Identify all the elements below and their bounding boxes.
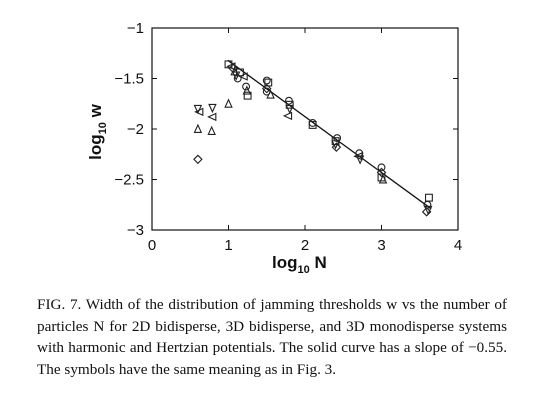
x-tick-label: 0 — [148, 237, 156, 254]
x-tick-label: 3 — [377, 237, 385, 254]
x-axis-label-variable: N — [310, 253, 327, 272]
y-tick-label: −3 — [127, 222, 144, 239]
data-point-diamond — [261, 83, 272, 94]
x-tick-label: 4 — [454, 237, 462, 254]
axis-ticks — [151, 27, 459, 231]
data-point-circle — [377, 163, 386, 172]
y-axis-label: log10 w — [86, 103, 109, 159]
data-point-triangle-up — [207, 125, 216, 135]
fit-line — [227, 59, 432, 210]
data-point-triangle-left — [282, 111, 293, 121]
data-point-circle — [233, 74, 242, 83]
data-point-square — [377, 173, 386, 182]
x-axis-label-base: log — [272, 253, 298, 272]
data-point-triangle-down — [208, 103, 217, 114]
data-point-triangle-left — [207, 112, 217, 122]
y-axis-label-variable: w — [86, 103, 105, 122]
y-tick-label: −2 — [127, 121, 144, 138]
data-point-triangle-down — [355, 155, 365, 165]
data-point-triangle-up — [242, 85, 252, 95]
data-point-diamond — [331, 142, 342, 152]
plot-frame — [151, 27, 459, 231]
tick-labels: 0 1 2 3 4 −1 −1.5 −2 −2.5 −3 — [114, 20, 462, 254]
x-tick-label: 1 — [224, 237, 232, 254]
scatter-chart: 0 1 2 3 4−1−1.5−2−2.5−3 log10 N log10 w — [86, 20, 462, 276]
data-point-square — [308, 121, 317, 129]
data-point-triangle-down — [193, 104, 203, 115]
data-point-diamond — [376, 167, 387, 178]
y-tick-label: −2.5 — [114, 172, 144, 189]
x-axis-label-subscript: 10 — [298, 264, 310, 276]
data-point-circle — [355, 149, 364, 158]
data-point-diamond — [193, 154, 203, 165]
y-tick-label: −1 — [127, 20, 144, 37]
data-point-triangle-up — [224, 98, 233, 108]
data-point-circle — [284, 96, 293, 105]
y-axis-label-base: log — [86, 134, 105, 160]
data-point-triangle-up — [193, 123, 203, 133]
data-point-square — [424, 193, 433, 202]
data-point-triangle-down — [423, 205, 433, 216]
y-tick-label: −1.5 — [114, 71, 144, 88]
data-points — [193, 60, 433, 217]
data-point-triangle-down — [285, 104, 294, 115]
data-point-diamond — [421, 207, 432, 217]
data-point-square — [243, 91, 252, 100]
data-point-triangle-left — [194, 107, 204, 117]
data-point-square — [285, 100, 294, 109]
data-point-circle — [242, 82, 251, 91]
data-point-triangle-up — [378, 174, 388, 184]
data-point-triangle-left — [238, 72, 248, 81]
figure-caption: FIG. 7. Width of the distribution of jam… — [37, 296, 507, 378]
x-axis-label: log10 N — [272, 253, 327, 276]
y-axis-label-subscript: 10 — [97, 122, 109, 134]
x-tick-label: 2 — [301, 237, 309, 254]
data-point-triangle-up — [266, 89, 275, 99]
